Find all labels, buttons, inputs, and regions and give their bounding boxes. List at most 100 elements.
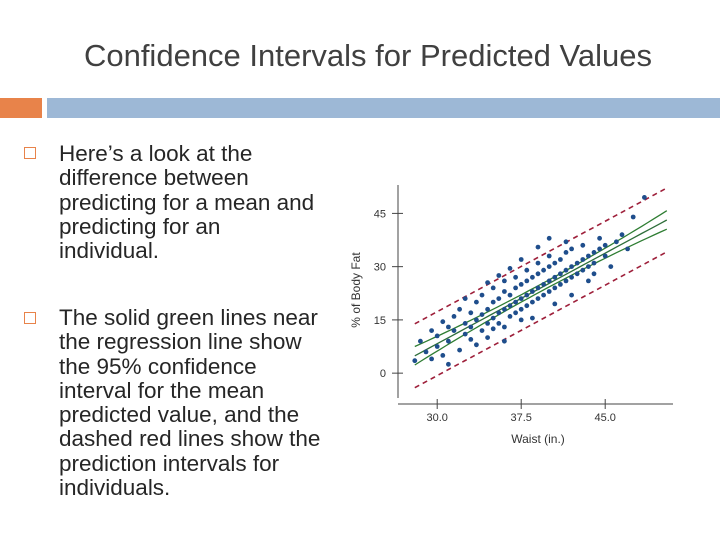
data-point	[518, 317, 524, 323]
data-point	[496, 296, 502, 301]
data-point	[502, 306, 507, 312]
accent-bar-blue	[47, 98, 720, 118]
y-tick-label: 45	[374, 208, 386, 220]
x-tick-label: 45.0	[594, 412, 615, 424]
data-point	[485, 280, 490, 285]
data-point	[518, 306, 524, 312]
data-point	[513, 310, 518, 316]
data-point	[597, 235, 602, 241]
accent-bar-orange	[0, 98, 42, 118]
confidence-band-lower	[414, 228, 668, 366]
data-point	[552, 274, 558, 280]
y-tick-label: 15	[374, 315, 386, 327]
data-point	[496, 273, 502, 278]
data-point	[524, 303, 530, 309]
data-point	[569, 264, 574, 269]
data-point	[541, 267, 546, 273]
data-point	[569, 274, 574, 280]
data-point	[457, 347, 462, 353]
slide-title: Confidence Intervals for Predicted Value…	[83, 38, 653, 73]
data-point	[429, 328, 434, 333]
data-point	[524, 267, 530, 273]
y-tick-label: 0	[380, 368, 386, 380]
data-point	[490, 285, 496, 291]
data-points	[412, 195, 647, 367]
data-point	[563, 250, 569, 255]
confidence-band-upper	[414, 210, 668, 348]
data-point	[462, 296, 468, 301]
data-point	[502, 338, 507, 344]
data-point	[563, 239, 569, 245]
data-point	[552, 301, 558, 307]
data-point	[479, 292, 485, 298]
data-point	[591, 260, 597, 266]
data-point	[524, 292, 530, 298]
data-point	[468, 324, 474, 330]
data-point	[496, 321, 502, 326]
data-point	[485, 321, 490, 326]
data-point	[429, 356, 434, 362]
data-point	[541, 292, 546, 298]
data-point	[513, 285, 518, 291]
data-point	[541, 282, 546, 287]
data-point	[597, 246, 602, 252]
bullet-icon	[24, 147, 36, 159]
data-point	[558, 271, 563, 277]
data-point	[535, 296, 541, 301]
data-point	[574, 271, 580, 277]
data-point	[625, 246, 630, 252]
data-point	[485, 306, 490, 312]
data-point	[586, 264, 591, 269]
data-point	[434, 333, 440, 339]
data-point	[507, 314, 513, 319]
data-point	[642, 195, 647, 200]
data-point	[535, 260, 541, 266]
data-point	[569, 246, 574, 252]
data-point	[558, 282, 563, 287]
data-point	[446, 338, 451, 344]
data-point	[490, 315, 496, 321]
data-point	[474, 317, 479, 323]
data-point	[546, 253, 552, 259]
prediction-band-upper	[414, 187, 668, 325]
data-point	[418, 338, 423, 344]
data-point	[535, 285, 541, 291]
data-point	[602, 242, 608, 248]
data-point	[569, 292, 574, 298]
x-tick-label: 37.5	[510, 412, 531, 424]
data-point	[580, 267, 586, 273]
data-point	[574, 260, 580, 266]
data-point	[457, 306, 462, 312]
data-point	[451, 314, 457, 319]
data-point	[530, 315, 535, 321]
data-point	[468, 337, 474, 342]
data-point	[619, 232, 625, 238]
data-point	[440, 319, 446, 325]
data-point	[479, 328, 485, 333]
data-point	[502, 324, 507, 330]
data-point	[423, 349, 429, 355]
data-point	[446, 324, 451, 330]
data-point	[580, 242, 586, 248]
data-point	[507, 303, 513, 309]
data-point	[546, 289, 552, 294]
data-point	[446, 361, 451, 367]
data-point	[513, 299, 518, 305]
data-point	[513, 274, 518, 280]
bullet-icon	[24, 312, 36, 324]
interval-bands	[414, 187, 668, 389]
y-tick-label: 30	[374, 262, 386, 274]
data-point	[507, 292, 513, 298]
data-point	[535, 244, 541, 250]
bullet-text-1: Here’s a look at the difference between …	[59, 141, 315, 264]
data-point	[558, 257, 563, 262]
regression-line	[414, 219, 668, 357]
data-point	[546, 264, 552, 269]
data-point	[563, 267, 569, 273]
data-point	[518, 296, 524, 301]
data-point	[552, 260, 558, 266]
prediction-band-lower	[414, 251, 668, 389]
data-point	[530, 274, 535, 280]
data-point	[474, 299, 479, 305]
data-point	[586, 278, 591, 284]
